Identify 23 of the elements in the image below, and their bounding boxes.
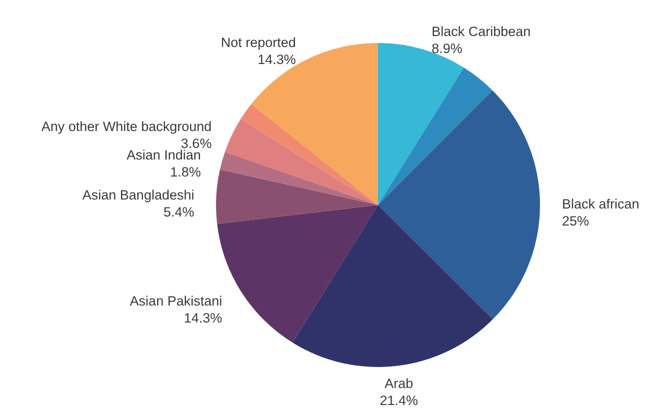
data-label: 14.3% [258, 52, 296, 67]
pie-slice [224, 118, 378, 205]
slice-label: Asian Bangladeshi [82, 188, 194, 203]
pie-slice [216, 169, 378, 224]
data-label: 21.4% [380, 392, 418, 408]
data-label: 5.4% [163, 204, 194, 220]
slice-label: Arab [384, 376, 414, 391]
pie-slice [220, 152, 378, 205]
pie-slice [378, 68, 492, 205]
slice-label: Black Caribbean [432, 24, 531, 39]
pie-slice [378, 90, 540, 320]
slice-label: Asian Pakistani [130, 294, 222, 309]
pie-slice [292, 205, 493, 367]
pie-slice [240, 104, 378, 205]
pie-slice [378, 43, 464, 205]
slice-label: Not reported [220, 34, 296, 50]
slice-label: Asian Indian [126, 148, 201, 163]
data-label: 1.8% [170, 164, 201, 180]
data-label: 14.3% [184, 310, 222, 326]
slice-label: Any other White background [41, 119, 212, 134]
data-label: 25% [562, 214, 590, 229]
data-label: 8.9% [432, 40, 462, 56]
slice-label: Black african [562, 196, 640, 212]
